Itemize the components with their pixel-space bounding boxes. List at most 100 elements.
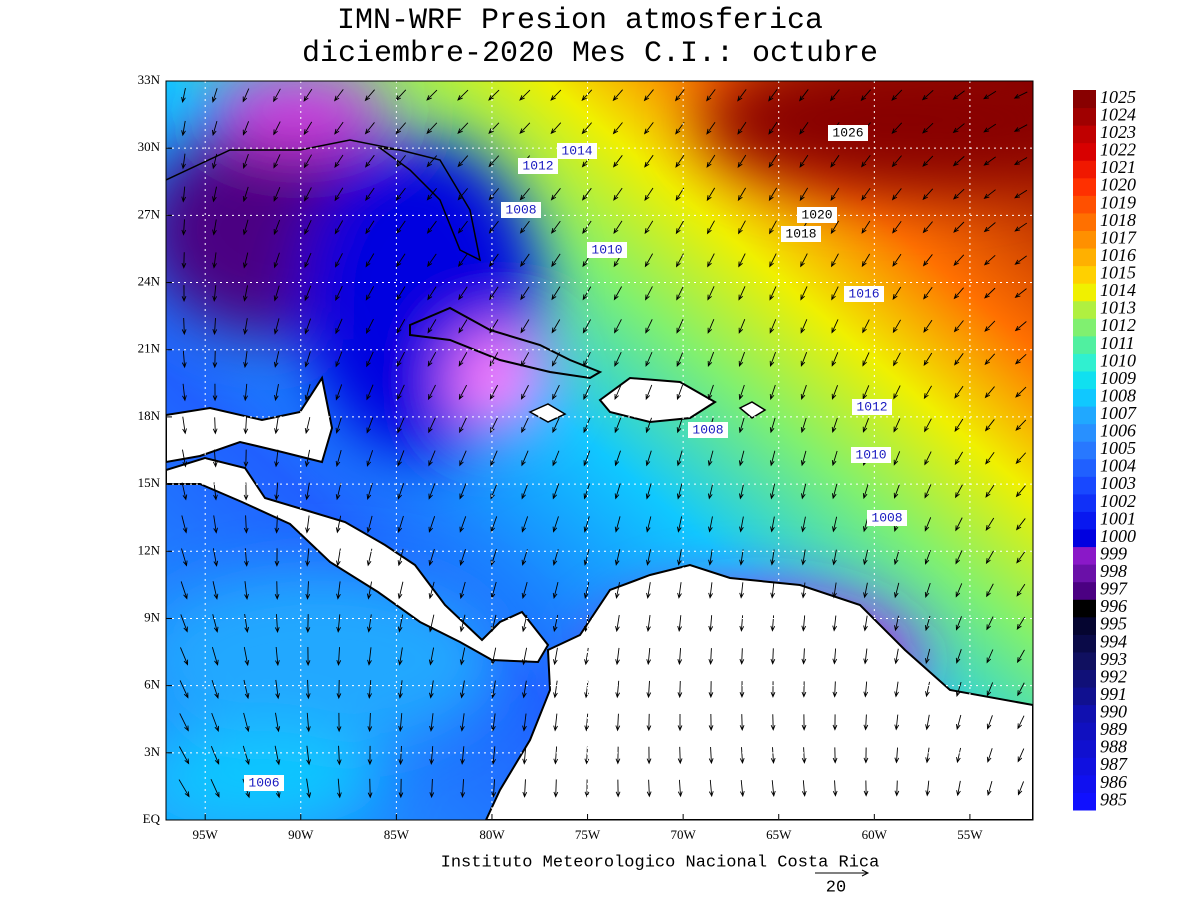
- vector-reference-arrow: [861, 869, 870, 877]
- wind-arrow: [923, 352, 933, 367]
- wind-arrow: [427, 351, 437, 367]
- wind-arrow: [615, 779, 621, 798]
- wind-arrow: [274, 614, 280, 634]
- wind-arrow: [457, 155, 469, 168]
- wind-arrow: [832, 714, 838, 731]
- wind-arrow: [212, 581, 219, 600]
- wind-arrow: [459, 483, 467, 500]
- wind-arrow: [738, 417, 745, 434]
- wind-arrow: [677, 582, 682, 599]
- wind-arrow: [274, 581, 280, 600]
- wind-arrow: [893, 352, 901, 367]
- wind-arrow: [768, 89, 778, 102]
- colorbar-swatch: [1073, 318, 1096, 337]
- wind-arrow: [769, 253, 777, 268]
- wind-arrow: [273, 219, 281, 236]
- contour-label-box: [501, 202, 541, 218]
- wind-arrow: [955, 681, 962, 698]
- wind-arrow: [428, 483, 436, 500]
- wind-arrow: [489, 352, 499, 367]
- wind-arrow: [738, 253, 746, 268]
- wind-arrow: [985, 550, 994, 565]
- wind-arrow: [181, 482, 188, 501]
- wind-arrow: [737, 121, 747, 135]
- wind-arrow: [211, 712, 219, 732]
- wind-arrow: [769, 220, 777, 235]
- wind-arrow: [863, 714, 869, 731]
- wind-arrow: [457, 188, 469, 201]
- wind-arrow: [676, 483, 683, 500]
- wind-arrow: [922, 122, 934, 134]
- title-line: diciembre-2020 Mes C.I.: octubre: [302, 37, 878, 71]
- colorbar-label: 1007: [1100, 403, 1137, 423]
- wind-arrow: [707, 483, 714, 500]
- wind-arrow: [212, 548, 219, 567]
- wind-arrow: [800, 286, 808, 301]
- wind-arrow: [367, 647, 372, 666]
- contour-label: 1014: [561, 143, 592, 158]
- x-tick-label: 70W: [671, 827, 697, 842]
- wind-arrow: [182, 449, 188, 468]
- wind-arrow: [708, 779, 714, 798]
- wind-arrow: [522, 746, 527, 765]
- colorbar-label: 1012: [1100, 315, 1136, 335]
- wind-arrow: [1014, 353, 1027, 365]
- wind-arrow: [643, 89, 654, 102]
- wind-arrow: [984, 353, 996, 366]
- wind-arrow: [582, 319, 592, 334]
- colorbar-swatch: [1073, 265, 1096, 284]
- wind-arrow: [955, 616, 962, 631]
- wind-arrow: [397, 647, 403, 666]
- colorbar-swatch: [1073, 564, 1096, 583]
- wind-arrow: [770, 681, 776, 698]
- wind-arrow: [646, 549, 652, 566]
- wind-arrow: [212, 416, 218, 435]
- wind-arrow: [583, 450, 591, 467]
- wind-arrow: [519, 89, 531, 101]
- wind-arrow: [179, 713, 189, 732]
- wind-arrow: [831, 319, 839, 334]
- wind-arrow: [801, 516, 806, 533]
- wind-arrow: [956, 714, 962, 731]
- colorbar-swatch: [1073, 90, 1096, 109]
- wind-arrow: [983, 189, 996, 200]
- wind-arrow: [583, 516, 590, 533]
- wind-arrow: [457, 122, 469, 134]
- wind-arrow: [365, 286, 375, 301]
- wind-arrow: [552, 581, 559, 600]
- wind-arrow: [365, 253, 375, 268]
- wind-arrow: [924, 550, 931, 565]
- wind-arrow: [863, 780, 869, 797]
- wind-arrow: [489, 286, 499, 301]
- wind-arrow: [770, 780, 776, 797]
- wind-arrow: [520, 384, 529, 400]
- wind-arrow: [830, 253, 839, 268]
- wind-arrow: [459, 680, 465, 699]
- wind-arrow: [243, 679, 250, 700]
- wind-arrow: [831, 352, 839, 367]
- wind-arrow: [614, 319, 622, 334]
- wind-arrow: [428, 647, 435, 666]
- wind-arrow: [955, 583, 963, 598]
- wind-arrow: [305, 679, 311, 700]
- wind-arrow: [488, 89, 500, 101]
- colorbar-label: 994: [1100, 631, 1127, 651]
- wind-arrow: [521, 450, 529, 467]
- x-tick-label: 80W: [479, 827, 505, 842]
- wind-arrow: [243, 350, 248, 369]
- wind-arrow: [830, 187, 840, 201]
- wind-arrow: [336, 581, 341, 600]
- wind-arrow: [707, 253, 715, 268]
- wind-arrow: [583, 582, 590, 599]
- wind-arrow: [397, 581, 404, 600]
- wind-arrow: [737, 187, 747, 202]
- wind-arrow: [488, 188, 500, 201]
- wind-arrow: [178, 746, 190, 765]
- wind-arrow: [489, 384, 499, 400]
- wind-arrow: [923, 385, 932, 400]
- wind-arrow: [861, 220, 871, 234]
- contour-label-box: [867, 510, 907, 526]
- wind-arrow: [458, 286, 468, 301]
- wind-arrow: [210, 778, 220, 798]
- wind-arrow: [832, 681, 838, 698]
